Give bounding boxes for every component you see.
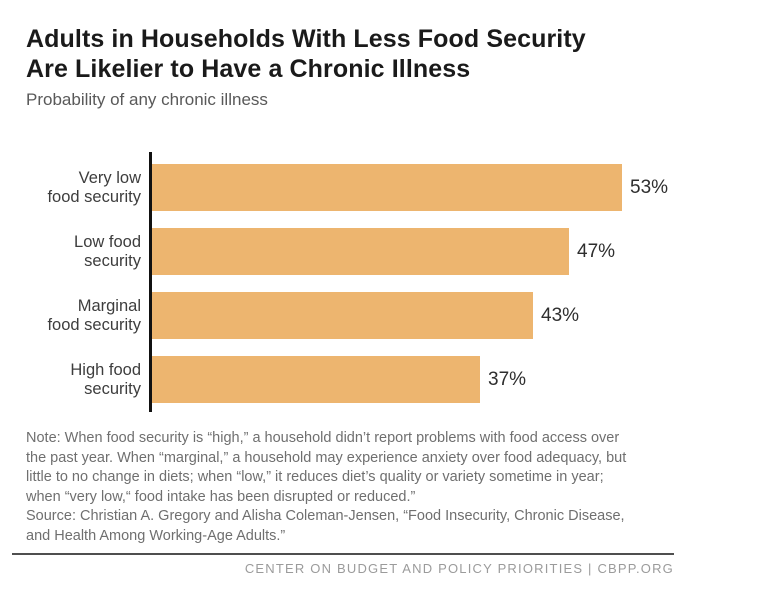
- footer-divider: [12, 553, 674, 555]
- value-label: 47%: [577, 240, 616, 262]
- category-label: Marginal food security: [47, 296, 141, 334]
- chart-title: Adults in Households With Less Food Secu…: [26, 25, 586, 83]
- value-label: 37%: [488, 368, 527, 390]
- y-axis-line: [149, 152, 152, 412]
- bar: [152, 292, 533, 339]
- bar-row: High food security 37%: [0, 356, 783, 403]
- bar: [152, 228, 569, 275]
- source-text: Source: Christian A. Gregory and Alisha …: [26, 508, 625, 544]
- value-label: 53%: [630, 176, 669, 198]
- bar-row: Marginal food security 43%: [0, 292, 783, 339]
- note-text: Note: When food security is “high,” a ho…: [26, 430, 627, 505]
- bar-row: Very low food security 53%: [0, 164, 783, 211]
- bar: [152, 356, 480, 403]
- bar-row: Low food security 47%: [0, 228, 783, 275]
- category-label: High food security: [70, 360, 141, 398]
- bar-chart: Very low food security 53% Low food secu…: [0, 152, 783, 412]
- footer-branding: CENTER ON BUDGET AND POLICY PRIORITIES |…: [244, 561, 674, 576]
- chart-subtitle: Probability of any chronic illness: [26, 90, 268, 109]
- bar: [152, 164, 622, 211]
- value-label: 43%: [541, 304, 580, 326]
- category-label: Very low food security: [47, 168, 141, 206]
- category-label: Low food security: [74, 232, 141, 270]
